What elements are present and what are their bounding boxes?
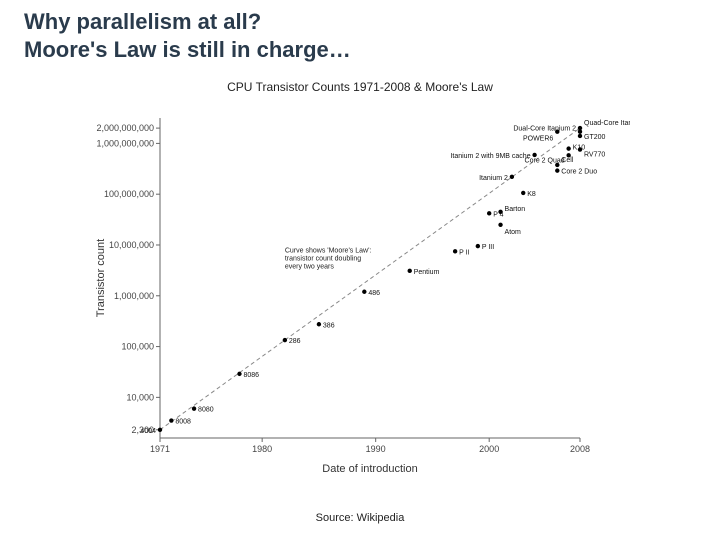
svg-text:486: 486	[368, 290, 380, 297]
svg-text:every two years: every two years	[285, 264, 335, 271]
svg-text:1971: 1971	[150, 444, 170, 454]
svg-text:10,000: 10,000	[126, 392, 154, 402]
svg-text:GT200: GT200	[584, 134, 606, 141]
svg-text:8080: 8080	[198, 407, 214, 414]
svg-text:100,000,000: 100,000,000	[104, 189, 154, 199]
svg-text:1990: 1990	[366, 444, 386, 454]
svg-text:Core 2 Quad: Core 2 Quad	[525, 157, 565, 164]
svg-text:P II: P II	[459, 249, 469, 256]
svg-text:Pentium: Pentium	[414, 269, 440, 276]
svg-text:1,000,000,000: 1,000,000,000	[96, 138, 154, 148]
svg-text:2008: 2008	[570, 444, 590, 454]
svg-text:2000: 2000	[479, 444, 499, 454]
svg-text:4004: 4004	[140, 428, 156, 435]
svg-text:Barton: Barton	[505, 206, 526, 213]
chart-title: CPU Transistor Counts 1971-2008 & Moore'…	[90, 80, 630, 94]
svg-text:Itanium 2 with 9MB cache: Itanium 2 with 9MB cache	[450, 153, 530, 160]
svg-text:K8: K8	[527, 191, 536, 198]
svg-text:Curve shows 'Moore's Law':: Curve shows 'Moore's Law':	[285, 248, 372, 255]
svg-text:1980: 1980	[252, 444, 272, 454]
svg-text:RV770: RV770	[584, 152, 605, 159]
svg-text:transistor count doubling: transistor count doubling	[285, 256, 361, 263]
svg-text:100,000: 100,000	[121, 342, 154, 352]
svg-text:Dual-Core Itanium 2: Dual-Core Itanium 2	[513, 126, 576, 133]
svg-text:386: 386	[323, 322, 335, 329]
svg-text:Date of introduction: Date of introduction	[322, 463, 417, 475]
svg-text:286: 286	[289, 338, 301, 345]
svg-text:Core 2 Duo: Core 2 Duo	[561, 169, 597, 176]
svg-text:1,000,000: 1,000,000	[114, 291, 154, 301]
title-line-2: Moore's Law is still in charge…	[24, 36, 351, 64]
svg-text:8008: 8008	[175, 419, 191, 426]
slide: Why parallelism at all? Moore's Law is s…	[0, 0, 720, 540]
svg-text:Atom: Atom	[505, 229, 522, 236]
source-caption: Source: Wikipedia	[0, 512, 720, 524]
moores-law-scatter: 2,30010,000100,0001,000,00010,000,000100…	[90, 98, 630, 478]
svg-text:10,000,000: 10,000,000	[109, 240, 154, 250]
svg-text:2,000,000,000: 2,000,000,000	[96, 123, 154, 133]
chart-container: CPU Transistor Counts 1971-2008 & Moore'…	[90, 80, 630, 480]
svg-text:POWER6: POWER6	[523, 136, 553, 143]
svg-text:Itanium 2: Itanium 2	[479, 175, 508, 182]
title-line-1: Why parallelism at all?	[24, 8, 351, 36]
svg-text:Quad-Core Itanium Tukwila: Quad-Core Itanium Tukwila	[584, 120, 630, 127]
svg-text:8086: 8086	[243, 372, 259, 379]
svg-text:P III: P III	[482, 244, 494, 251]
slide-title: Why parallelism at all? Moore's Law is s…	[24, 8, 351, 63]
svg-text:Transistor count: Transistor count	[95, 239, 107, 317]
